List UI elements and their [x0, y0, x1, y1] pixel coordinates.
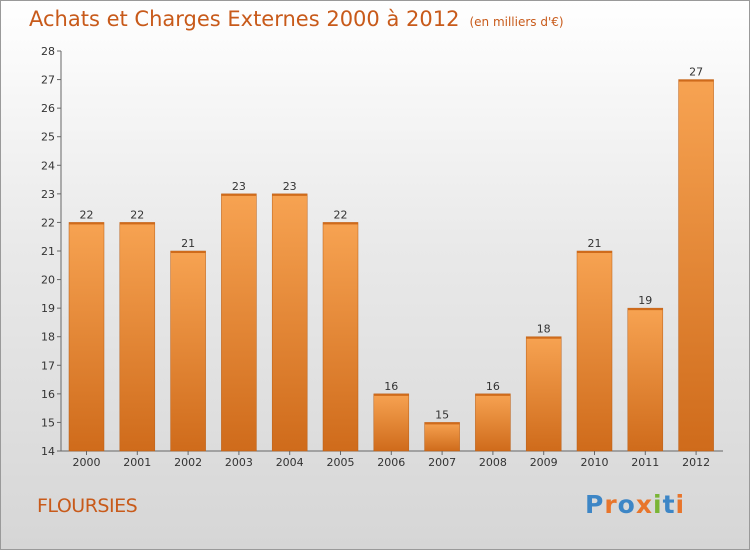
y-tick-label: 17: [41, 359, 55, 372]
bar-2005: [322, 222, 359, 452]
bar-top-edge: [119, 222, 155, 225]
y-tick-label: 14: [41, 445, 55, 458]
logo-letter: r: [604, 490, 618, 519]
data-label: 19: [638, 294, 652, 307]
commune-name: FLOURSIES: [37, 495, 138, 517]
bar-2007: [424, 422, 460, 452]
y-tick-label: 25: [41, 131, 55, 144]
x-tick-label: 2003: [225, 456, 253, 469]
data-label: 22: [80, 208, 94, 221]
data-label: 22: [334, 208, 348, 221]
data-label: 22: [130, 208, 144, 221]
bar-top-edge: [170, 251, 206, 253]
x-tick-label: 2007: [428, 456, 456, 469]
bar-2008: [475, 393, 511, 452]
bar-2003: [221, 193, 257, 452]
y-tick-label: 23: [41, 188, 55, 201]
chart-unit-note: (en milliers d'€): [469, 15, 564, 29]
logo-letter: o: [617, 490, 636, 519]
bar-top-edge: [323, 222, 358, 225]
data-label: 23: [283, 180, 297, 193]
bar-2000: [68, 222, 105, 452]
data-label: 21: [181, 237, 195, 250]
bar-top-edge: [577, 251, 612, 253]
data-label: 18: [537, 323, 551, 336]
y-tick-label: 24: [41, 159, 55, 172]
bar-2010: [576, 250, 613, 452]
chart-title: Achats et Charges Externes 2000 à 2012 (e…: [29, 7, 564, 31]
y-tick-label: 20: [41, 274, 55, 287]
logo-letter: t: [662, 490, 676, 519]
bar-2002: [170, 250, 206, 452]
chart-title-text: Achats et Charges Externes 2000 à 2012: [29, 7, 460, 31]
x-tick-label: 2009: [530, 456, 558, 469]
x-tick-label: 2008: [479, 456, 507, 469]
bar-2006: [373, 393, 410, 452]
bar-2012: [678, 79, 714, 452]
data-label: 27: [689, 66, 703, 79]
logo-letter: i: [653, 490, 663, 519]
bar-top-edge: [424, 422, 460, 425]
logo-letter: x: [635, 490, 653, 519]
bar-2011: [627, 307, 664, 452]
data-label: 23: [232, 180, 246, 193]
bar-top-edge: [526, 336, 562, 339]
y-tick-label: 19: [41, 302, 55, 315]
bar-2004: [271, 193, 308, 452]
bar-top-edge: [272, 193, 308, 196]
y-tick-label: 26: [41, 102, 55, 115]
x-tick-label: 2001: [123, 456, 151, 469]
data-label: 16: [384, 380, 398, 393]
bar-top-edge: [221, 193, 257, 196]
y-tick-label: 28: [41, 45, 55, 58]
bar-top-edge: [69, 222, 104, 225]
y-tick-label: 15: [41, 416, 55, 429]
x-tick-label: 2010: [581, 456, 609, 469]
x-tick-label: 2011: [631, 456, 659, 469]
bar-top-edge: [373, 393, 409, 396]
y-tick-label: 21: [41, 245, 55, 258]
bar-2001: [119, 222, 156, 452]
data-label: 15: [435, 408, 449, 421]
proxiti-logo: Proxiti: [585, 490, 685, 519]
x-tick-label: 2000: [73, 456, 101, 469]
bar-top-edge: [475, 393, 511, 396]
y-tick-label: 16: [41, 388, 55, 401]
bar-top-edge: [627, 308, 663, 311]
bar-2009: [525, 336, 562, 452]
logo-letter: i: [675, 490, 686, 519]
logo-letter: P: [585, 490, 605, 519]
data-label: 16: [486, 380, 500, 393]
y-tick-label: 18: [41, 331, 55, 344]
x-tick-label: 2012: [682, 456, 710, 469]
y-tick-label: 27: [41, 74, 55, 87]
x-tick-label: 2005: [327, 456, 355, 469]
x-tick-label: 2002: [174, 456, 202, 469]
x-tick-label: 2006: [377, 456, 405, 469]
x-tick-label: 2004: [276, 456, 304, 469]
bar-top-edge: [678, 79, 714, 82]
y-tick-label: 22: [41, 216, 55, 229]
data-label: 21: [588, 237, 602, 250]
